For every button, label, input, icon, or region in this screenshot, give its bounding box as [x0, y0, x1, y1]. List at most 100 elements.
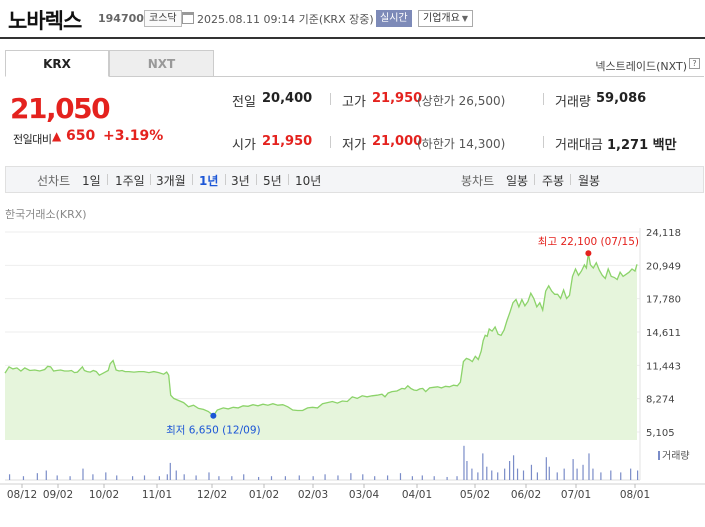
period-divider [150, 174, 151, 185]
volume-bar [175, 470, 177, 480]
volume-bar [637, 470, 639, 480]
x-tick-label: 01/02 [249, 489, 279, 501]
stock-header: 노바렉스 194700 코스닥 2025.08.11 09:14 기준(KRX … [0, 0, 705, 38]
volume-bar [158, 476, 160, 480]
volume-bar [324, 474, 326, 480]
as-of-timestamp: 2025.08.11 09:14 기준(KRX 장중) [197, 13, 374, 26]
stat-divider [543, 136, 544, 148]
volume-bar [92, 474, 94, 480]
volume-bar [446, 476, 448, 480]
y-tick-label: 11,443 [646, 361, 681, 372]
realtime-button[interactable]: 실시간 [376, 10, 412, 27]
period-divider [570, 174, 571, 185]
y-tick-label: 14,611 [646, 328, 681, 339]
volume-bar [243, 474, 245, 480]
volume-bar [522, 470, 525, 480]
volume-bar [477, 472, 479, 480]
volume-bar [592, 468, 594, 480]
stock-code: 194700 [98, 12, 144, 25]
volume-bar [504, 468, 506, 480]
x-tick-label: 12/02 [197, 489, 227, 501]
volume-bar [545, 457, 547, 480]
volume-bar [630, 468, 632, 480]
volume-bar [169, 462, 171, 480]
period-3m[interactable]: 3개월 [156, 174, 186, 188]
volume-bar [131, 476, 134, 480]
x-tick-label: 05/02 [460, 489, 490, 501]
y-tick-label: 8,274 [646, 395, 675, 406]
y-tick-label: 20,949 [646, 261, 681, 272]
low-label: 저가 [342, 138, 366, 153]
amount-label: 거래대금 [555, 138, 603, 153]
period-divider [288, 174, 289, 185]
open-value: 21,950 [262, 134, 313, 149]
tab-nxt[interactable]: NXT [109, 50, 214, 77]
market-badge: 코스닥 [144, 10, 182, 27]
x-tick-label: 07/01 [561, 489, 591, 501]
candle-monthly[interactable]: 월봉 [578, 174, 601, 188]
volume-bar [512, 455, 515, 480]
volume-bar [298, 475, 300, 480]
source-label: 한국거래소(KRX) [5, 208, 87, 221]
volume-bar [45, 470, 47, 480]
amount-value: 1,271 백만 [607, 138, 677, 153]
volume-legend-marker [658, 451, 660, 460]
candle-weekly[interactable]: 주봉 [542, 174, 565, 188]
line-chart-label[interactable]: 선차트 [37, 174, 71, 188]
volume-bar [530, 464, 533, 480]
period-1d[interactable]: 1일 [82, 174, 101, 188]
volume-bar [270, 476, 273, 480]
candle-daily[interactable]: 일봉 [506, 174, 529, 188]
nextrade-link[interactable]: 넥스트레이드(NXT) [595, 60, 687, 73]
price-change: 650 [66, 128, 96, 144]
volume-bar [386, 475, 389, 480]
tab-divider [214, 76, 704, 77]
volume-bar [82, 468, 84, 480]
volume-bar [466, 461, 468, 480]
lower-limit: (하한가 14,300) [417, 137, 506, 151]
volume-bar [22, 476, 25, 480]
upper-limit: (상한가 26,500) [417, 94, 506, 108]
prev-close-label: 전일 [232, 95, 256, 110]
volume-bar [556, 472, 558, 480]
period-3y[interactable]: 3년 [231, 174, 250, 188]
period-1w[interactable]: 1주일 [115, 174, 145, 188]
y-axis-ticks: 24,118 20,949 17,780 14,611 11,443 8,274 5,105 [646, 228, 681, 439]
x-tick-label: 10/02 [89, 489, 119, 501]
volume-bar [563, 468, 565, 480]
volume-bar [610, 470, 612, 480]
volume-chart[interactable]: 08/12 09/02 10/02 11/01 12/02 01/02 02/03 03/04… [0, 440, 705, 527]
x-axis-ticks: 08/12 09/02 10/02 11/01 12/02 01/02 02/03 03/04… [0, 483, 705, 501]
volume-legend-label: 거래량 [662, 451, 690, 462]
volume-bar [166, 474, 168, 480]
question-icon[interactable]: ? [689, 58, 700, 69]
high-label: 고가 [342, 95, 366, 110]
company-info-dropdown[interactable]: 기업개요 ▼ [418, 10, 473, 27]
candle-chart-label[interactable]: 봉차트 [461, 174, 495, 188]
calendar-icon [182, 12, 194, 24]
volume-bar [482, 453, 484, 480]
volume-bar [471, 468, 473, 480]
annotations: 최고 22,100 (07/15) 최저 6,650 (12/09) [166, 236, 639, 437]
tab-krx[interactable]: KRX [5, 50, 109, 77]
volume-bars [5, 440, 641, 481]
header-divider [0, 37, 705, 39]
y-tick-label: 17,780 [646, 295, 681, 306]
period-5y[interactable]: 5년 [263, 174, 282, 188]
x-tick-label: 02/03 [298, 489, 328, 501]
volume-label: 거래량 [555, 95, 591, 110]
period-divider [534, 174, 535, 185]
x-tick-label: 09/02 [43, 489, 73, 501]
volume-bar [536, 472, 538, 480]
period-10y[interactable]: 10년 [295, 174, 322, 188]
volume-legend: 거래량 [658, 447, 690, 462]
volume-bar [411, 476, 413, 480]
y-tick-label: 5,105 [646, 428, 675, 439]
volume-bar [105, 472, 107, 480]
price-chart[interactable]: 24,118 20,949 17,780 14,611 11,443 8,274 5,105… [0, 220, 705, 440]
volume-bar [116, 475, 118, 480]
period-1y[interactable]: 1년 [199, 174, 219, 188]
volume-bar [36, 473, 38, 480]
x-tick-label: 04/01 [402, 489, 432, 501]
period-divider [225, 174, 226, 185]
